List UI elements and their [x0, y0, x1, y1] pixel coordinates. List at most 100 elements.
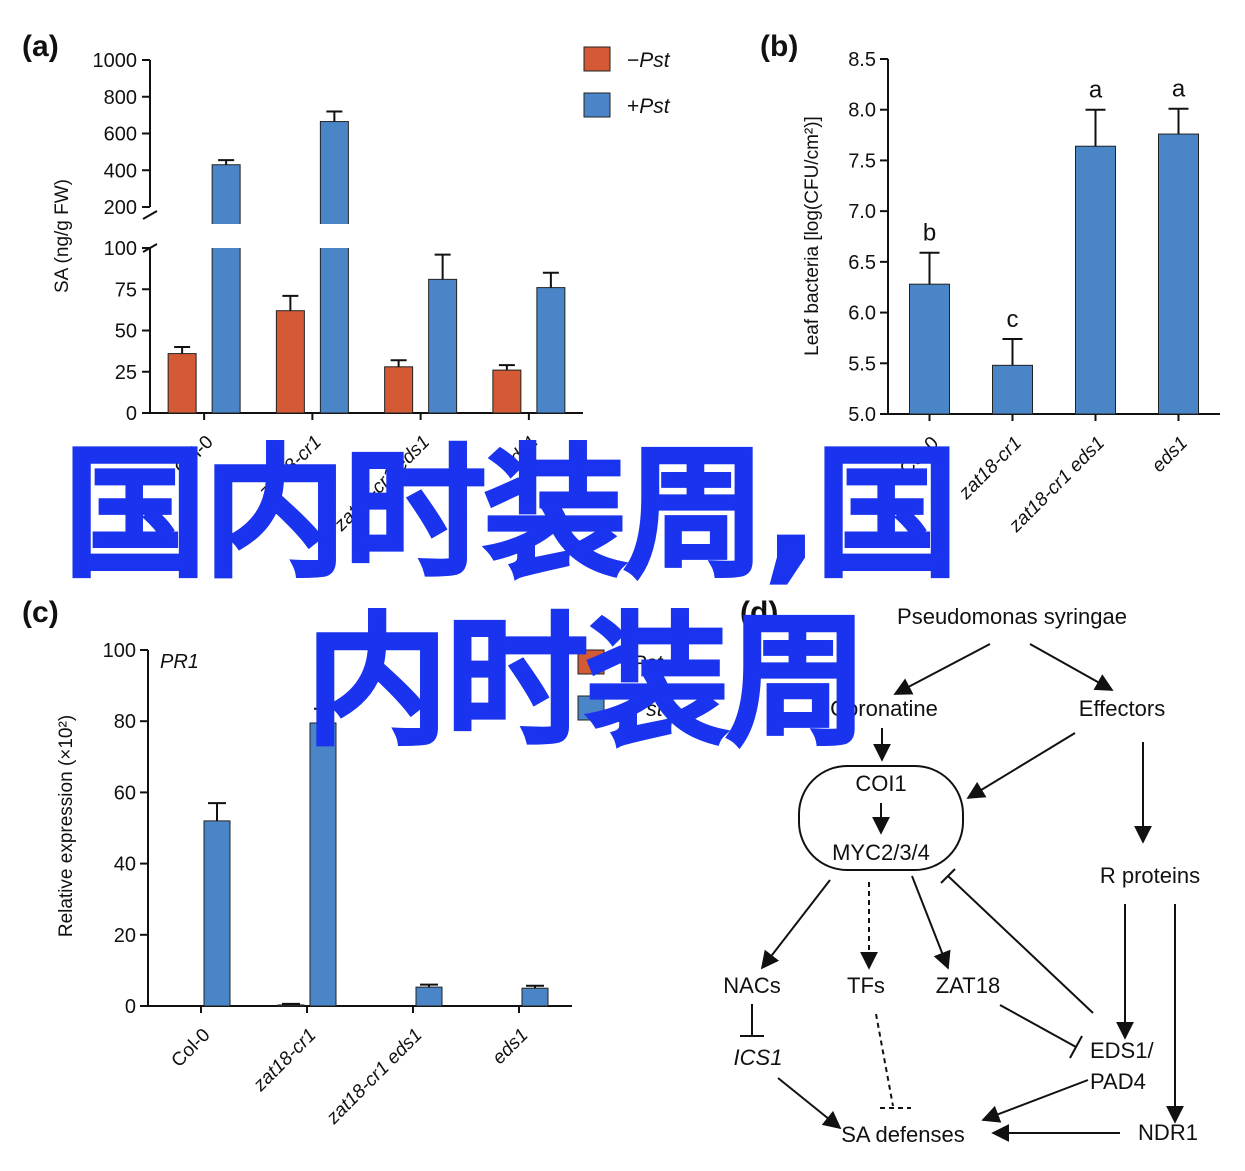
- node-ics1: ICS1: [734, 1045, 783, 1070]
- y-tick-label: 8.0: [848, 100, 876, 122]
- x-tick-label-text: zat18-cr1 eds1: [322, 1025, 426, 1129]
- legend-swatch: [577, 695, 605, 721]
- y-tick-label: 20: [114, 925, 136, 947]
- y-tick-label: 7.0: [848, 201, 876, 223]
- watermark-line1: 国内时装周,国: [63, 432, 960, 597]
- bar: [211, 164, 241, 414]
- legend-label: −Pst: [627, 49, 671, 72]
- node-r-proteins: R proteins: [1100, 863, 1200, 888]
- y-tick-label: 6.5: [848, 252, 876, 274]
- bar: [384, 366, 414, 414]
- x-tick-label: eds1: [489, 1025, 533, 1069]
- y-axis-title: Relative expression (×10²): [56, 715, 77, 937]
- bar: [1075, 145, 1116, 415]
- y-tick-label: 5.5: [848, 353, 876, 375]
- node-coi1: COI1: [855, 771, 906, 796]
- x-tick-label-text: zat18-cr1: [249, 1025, 321, 1097]
- y-tick-label: 6.0: [848, 303, 876, 325]
- node-coronatine: Coronatine: [830, 696, 938, 721]
- y-axis-title: Leaf bacteria [log(CFU/cm²)]: [802, 116, 823, 356]
- y-tick-label: 25: [115, 362, 137, 384]
- y-tick-label: 60: [114, 782, 136, 804]
- edge-pst-coronatine: [893, 643, 991, 695]
- panel-a-label: (a): [22, 30, 59, 63]
- bar: [536, 287, 566, 414]
- node-zat18: ZAT18: [936, 973, 1000, 998]
- y-tick-label: 800: [104, 87, 137, 109]
- y-tick-label: 0: [126, 403, 137, 425]
- y-tick-label: 7.5: [848, 150, 876, 172]
- legend-label: +Pst: [627, 95, 671, 118]
- edge-eds1-myc-inhibit: [947, 875, 1094, 1014]
- y-tick-label: 8.5: [848, 49, 876, 71]
- legend-label: −Pst: [620, 652, 664, 675]
- significance-letter: a: [1089, 77, 1103, 104]
- bar: [415, 986, 443, 1007]
- bar: [992, 364, 1033, 415]
- y-tick-label: 600: [104, 124, 137, 146]
- y-tick-label: 0: [125, 996, 136, 1018]
- bar: [275, 310, 305, 414]
- y-tick-label: 50: [115, 321, 137, 343]
- legend-sign: +: [627, 95, 639, 118]
- edge-myc-zat18: [911, 875, 951, 970]
- node-sa-defenses: SA defenses: [841, 1122, 965, 1147]
- bar: [167, 353, 197, 414]
- bar: [203, 820, 231, 1007]
- panel-d-label: (d): [740, 596, 778, 629]
- y-axis-title: SA (ng/g FW): [52, 179, 73, 293]
- x-tick-label: zat18-cr1 eds1: [322, 1025, 426, 1129]
- edge-tfs-sa: [875, 1013, 894, 1107]
- bar-break-gap: [318, 224, 351, 248]
- edge-ics1-sa: [777, 1077, 842, 1130]
- y-tick-label: 400: [104, 160, 137, 182]
- significance-letter: c: [1007, 306, 1019, 333]
- x-tick-label: Col-0: [168, 1025, 215, 1072]
- x-tick-label-text: eds1: [489, 1025, 533, 1069]
- bar: [521, 987, 549, 1007]
- bar: [1158, 133, 1199, 415]
- y-tick-label: 100: [104, 238, 137, 260]
- node-pseudomonas: Pseudomonas syringae: [897, 604, 1127, 629]
- legend-swatch: [577, 649, 605, 675]
- y-tick-label: 1000: [93, 50, 138, 72]
- edge-effectors-complex: [966, 732, 1076, 799]
- node-eds1-pad4-line2: PAD4: [1090, 1069, 1146, 1094]
- edge-zat18-eds1-bar: [1069, 1035, 1083, 1059]
- y-tick-label: 200: [104, 197, 137, 219]
- edge-zat18-eds1: [999, 1004, 1077, 1048]
- x-tick-label-text: zat18-cr1: [954, 433, 1026, 505]
- legend-swatch: [583, 46, 611, 72]
- bar: [277, 1004, 305, 1007]
- node-complex-box: [798, 765, 964, 871]
- legend-label: +Pst: [620, 698, 664, 721]
- legend-swatch: [583, 92, 611, 118]
- panel-b-label: (b): [760, 30, 798, 63]
- bar: [428, 278, 458, 414]
- legend-italic: Pst: [639, 95, 671, 118]
- node-myc: MYC2/3/4: [832, 840, 930, 865]
- bar: [309, 722, 337, 1007]
- significance-letter: a: [1172, 76, 1186, 103]
- watermark-line2: 内时装周: [305, 600, 870, 765]
- node-nacs: NACs: [723, 973, 780, 998]
- node-effectors: Effectors: [1079, 696, 1165, 721]
- bar: [909, 283, 950, 415]
- y-tick-label: 80: [114, 711, 136, 733]
- x-tick-label: eds1: [1148, 433, 1192, 477]
- legend-sign: −: [627, 49, 639, 72]
- edge-eds1-sa: [981, 1079, 1089, 1123]
- chart-title: PR1: [160, 651, 199, 673]
- y-tick-label: 5.0: [848, 404, 876, 426]
- axis-break-mark: [142, 210, 158, 220]
- legend-italic: Pst: [639, 49, 671, 72]
- edge-eds1-myc-bar: [940, 868, 956, 884]
- significance-letter: b: [923, 220, 936, 247]
- y-tick-label: 100: [103, 640, 136, 662]
- bar: [492, 369, 522, 414]
- y-tick-label: 75: [115, 279, 137, 301]
- x-tick-label-text: eds1: [1148, 433, 1192, 477]
- y-tick-label: 40: [114, 854, 136, 876]
